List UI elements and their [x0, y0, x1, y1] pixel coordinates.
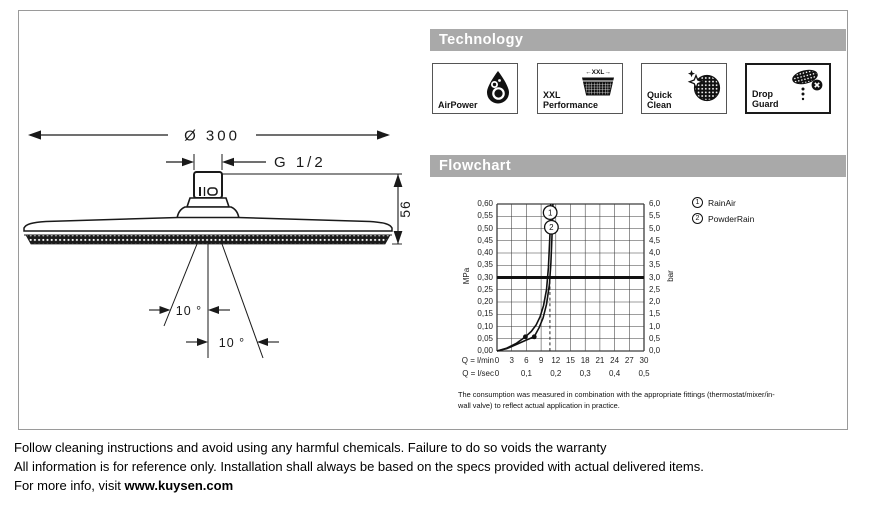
footer-line-3: For more info, visit www.kuysen.com — [14, 478, 234, 493]
height-label: 56 — [397, 200, 413, 218]
y-axis-tick-mpa: 0,10 — [477, 321, 493, 331]
angle-dimension-left: 10 ° — [149, 304, 230, 318]
angle-dimension-right: 10 ° — [186, 336, 279, 350]
y-axis-tick-mpa: 0,30 — [477, 272, 493, 282]
drop-guard-icon — [792, 69, 823, 101]
x-axis-tick: 30 — [639, 356, 649, 365]
x-axis-tick: 15 — [566, 356, 575, 365]
xxl-arrows-badge: ←XXL→ — [585, 69, 611, 76]
x-axis-prefix: Q = l/sec — [462, 368, 494, 378]
spray-angle-lines — [163, 243, 264, 359]
y-axis-tick-bar: 0,5 — [649, 333, 661, 343]
airpower-drop-icon — [487, 71, 509, 104]
x-axis-prefix: Q = l/min — [461, 356, 494, 365]
y-axis-tick-mpa: 0,35 — [477, 260, 493, 270]
chart-footnote: The consumption was measured in combinat… — [458, 390, 775, 410]
footer-line-2: All information is for reference only. I… — [14, 459, 704, 474]
y-axis-tick-bar: 5,5 — [649, 211, 661, 221]
height-dimension: 56 — [222, 173, 413, 245]
tech-box-airpower: AirPower — [432, 63, 518, 114]
tech-box-quick-clean: Quick Clean — [641, 63, 727, 114]
y-axis-tick-mpa: 0,25 — [477, 284, 493, 294]
y-axis-tick-bar: 1,5 — [649, 309, 661, 319]
diameter-dimension: Ø 300 — [28, 128, 390, 145]
spray-nozzle-band — [25, 234, 391, 245]
legend-item-rainair: 1 RainAir — [692, 197, 754, 208]
footer-line-1: Follow cleaning instructions and avoid u… — [14, 440, 607, 455]
chart-legend: 1 RainAir 2 PowderRain — [692, 197, 754, 229]
y-axis-tick-bar: 0,0 — [649, 346, 661, 355]
tech-label-drop-guard: Drop Guard — [752, 88, 779, 109]
y-axis-tick-mpa: 0,40 — [477, 248, 493, 257]
y-axis-tick-mpa: 0,20 — [477, 297, 493, 306]
y-axis-tick-bar: 5,0 — [649, 223, 661, 233]
x-axis-tick: 0,4 — [609, 368, 621, 378]
angle-right-label: 10 ° — [219, 336, 245, 350]
y-axis-tick-mpa: 0,15 — [477, 309, 493, 319]
x-axis-tick: 12 — [551, 356, 561, 365]
legend-label-rainair: RainAir — [708, 197, 736, 208]
website-url: www.kuysen.com — [124, 478, 234, 493]
y-axis-tick-mpa: 0,55 — [477, 211, 493, 221]
thread-dimension: G 1/2 — [166, 154, 326, 171]
y-axis-tick-bar: 3,5 — [649, 260, 661, 270]
svg-text:1: 1 — [548, 208, 553, 217]
tech-label-xxl-performance: XXL Performance — [543, 89, 599, 110]
y-axis-tick-mpa: 0,50 — [477, 223, 493, 233]
thread-label: G 1/2 — [274, 154, 326, 171]
tech-box-drop-guard: Drop Guard — [745, 63, 831, 114]
technology-header-title: Technology — [439, 32, 524, 48]
x-axis-tick: 24 — [610, 356, 620, 365]
flow-chart: MPa bar 0,60 0,55 0,50 0,45 0,40 0,35 0,30 0,25… — [455, 196, 705, 388]
x-axis-tick: 27 — [624, 356, 634, 365]
legend-marker-2: 2 — [692, 213, 703, 224]
flowchart-header-bar: Flowchart — [430, 155, 846, 177]
x-axis-tick: 21 — [595, 356, 605, 365]
x-axis-tick: 0,1 — [520, 368, 532, 378]
xxl-performance-icon: ←XXL→ — [578, 69, 618, 101]
y-axis-tick-mpa: 0,00 — [477, 346, 493, 355]
x-axis-tick: 9 — [538, 356, 544, 365]
angle-left-label: 10 ° — [176, 304, 202, 318]
x-axis-tick: 0,2 — [550, 368, 562, 378]
quick-clean-icon — [687, 70, 721, 102]
tech-label-airpower: AirPower — [438, 99, 478, 110]
y-axis-tick-bar: 2,0 — [649, 297, 661, 306]
footer-disclaimer: Follow cleaning instructions and avoid u… — [14, 438, 704, 495]
y-axis-tick-bar: 3,0 — [649, 272, 661, 282]
y-axis-tick-bar: 4,5 — [649, 235, 661, 245]
y-axis-tick-bar: 2,5 — [649, 284, 661, 294]
y-axis-tick-bar: 1,0 — [649, 321, 661, 331]
technology-header-bar: Technology — [430, 29, 846, 51]
y-axis-tick-bar: 4,0 — [649, 248, 661, 257]
showerhead-disc — [23, 216, 393, 245]
y-axis-tick-mpa: 0,45 — [477, 235, 493, 245]
diameter-label: Ø 300 — [184, 128, 240, 145]
x-axis-tick: 18 — [580, 356, 590, 365]
x-axis-tick: 3 — [509, 356, 514, 365]
x-axis-tick: 0,5 — [638, 368, 650, 378]
x-axis-tick: 6 — [524, 356, 529, 365]
x-axis-tick: 0 — [494, 356, 500, 365]
flowchart-header-title: Flowchart — [439, 158, 512, 174]
svg-text:2: 2 — [549, 223, 554, 232]
showerhead-connector — [176, 171, 240, 220]
y-axis-tick-bar: 6,0 — [649, 199, 661, 208]
legend-marker-1: 1 — [692, 197, 703, 208]
x-axis-tick: 0,3 — [579, 368, 591, 378]
y-axis-tick-mpa: 0,05 — [477, 333, 493, 343]
legend-item-powderrain: 2 PowderRain — [692, 213, 754, 224]
y-axis-tick-mpa: 0,60 — [477, 199, 493, 208]
x-axis-tick: 0 — [494, 368, 500, 378]
xxl-showerface-glyph — [582, 77, 614, 96]
technical-drawing: Ø 300 G 1/2 56 — [23, 128, 413, 359]
legend-label-powderrain: PowderRain — [708, 213, 755, 224]
tech-label-quick-clean: Quick Clean — [647, 89, 673, 110]
tech-box-xxl-performance: ←XXL→ XXL Performance — [537, 63, 623, 114]
flow-chart-plot: 12 — [496, 203, 645, 352]
